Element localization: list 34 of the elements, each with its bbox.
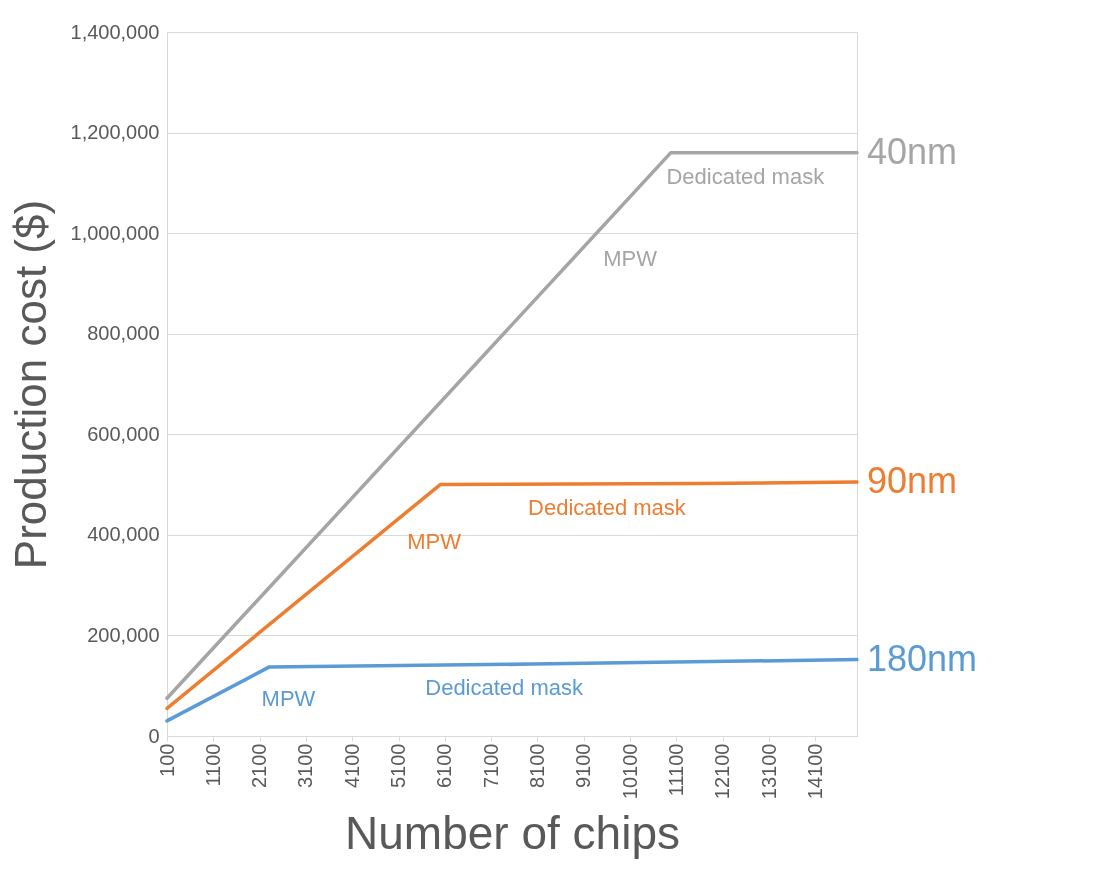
y-tick-label: 800,000 (87, 322, 160, 345)
y-axis-title: Production cost ($) (5, 199, 55, 570)
x-tick-label: 10100 (618, 743, 641, 800)
x-tick-label: 1100 (201, 743, 224, 787)
y-tick-label: 1,200,000 (70, 121, 160, 144)
y-tick-label: 600,000 (87, 422, 160, 445)
line-series (165, 657, 859, 723)
x-tick-label: 14100 (803, 743, 826, 800)
x-tick-label: 4100 (340, 743, 363, 788)
y-tick-label: 1,000,000 (70, 221, 160, 244)
x-axis-title: Number of chips (345, 807, 680, 860)
line-series (165, 480, 859, 711)
x-tick-label: 9100 (572, 743, 595, 788)
series-label: 180nm (867, 637, 978, 679)
annotation: MPW (407, 529, 462, 555)
x-tick-label: 13100 (757, 743, 780, 800)
annotation: Dedicated mask (425, 675, 584, 701)
y-tick-label: 1,400,000 (70, 20, 160, 43)
x-tick-label: 3100 (294, 743, 317, 788)
x-tick-label: 6100 (433, 743, 456, 788)
x-tick-label: 8100 (525, 743, 548, 788)
x-tick-label: 11100 (664, 743, 687, 797)
series-label: 90nm (867, 460, 958, 502)
x-tick-label: 7100 (479, 743, 502, 788)
annotation: Dedicated mask (528, 494, 687, 520)
x-tick-label: 2100 (248, 743, 271, 788)
annotation: MPW (261, 686, 316, 712)
annotation: MPW (603, 245, 658, 271)
annotation: Dedicated mask (666, 163, 826, 189)
x-tick-label: 5100 (387, 743, 410, 788)
x-tick-label: 12100 (711, 743, 734, 800)
series-label: 40nm (867, 130, 958, 172)
y-tick-label: 200,000 (87, 623, 160, 646)
y-tick-label: 400,000 (87, 523, 160, 546)
